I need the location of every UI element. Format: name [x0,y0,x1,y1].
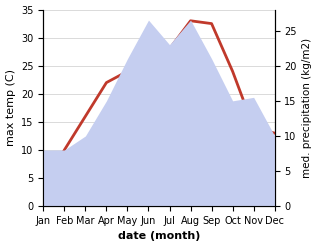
Y-axis label: max temp (C): max temp (C) [5,69,16,146]
X-axis label: date (month): date (month) [118,231,200,242]
Y-axis label: med. precipitation (kg/m2): med. precipitation (kg/m2) [302,38,313,178]
